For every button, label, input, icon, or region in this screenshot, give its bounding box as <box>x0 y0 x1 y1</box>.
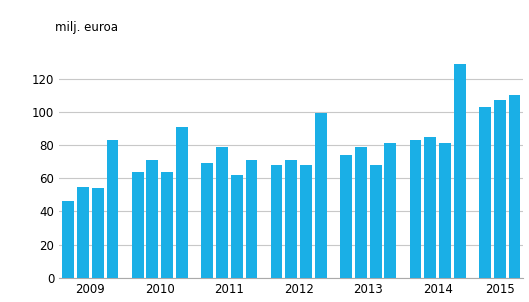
Bar <box>92 188 104 278</box>
Bar <box>245 160 257 278</box>
Bar <box>286 160 297 278</box>
Bar <box>509 95 521 278</box>
Bar <box>439 143 451 278</box>
Bar <box>340 155 352 278</box>
Bar <box>77 187 89 278</box>
Bar <box>385 143 396 278</box>
Bar <box>494 100 506 278</box>
Bar <box>201 163 213 278</box>
Bar <box>424 137 436 278</box>
Bar <box>479 107 491 278</box>
Bar <box>231 175 243 278</box>
Bar <box>216 147 228 278</box>
Text: milj. euroa: milj. euroa <box>54 21 117 34</box>
Bar <box>106 140 118 278</box>
Bar <box>409 140 422 278</box>
Bar <box>454 63 466 278</box>
Bar <box>370 165 381 278</box>
Bar <box>315 114 327 278</box>
Bar <box>300 165 312 278</box>
Bar <box>161 172 173 278</box>
Bar <box>62 201 74 278</box>
Bar <box>176 127 188 278</box>
Bar <box>271 165 282 278</box>
Bar <box>355 147 367 278</box>
Bar <box>147 160 158 278</box>
Bar <box>132 172 143 278</box>
